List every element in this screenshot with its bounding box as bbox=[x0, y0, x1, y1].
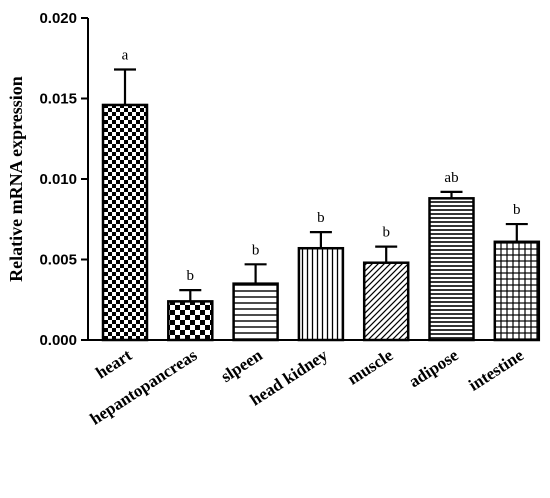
bar-slpeen bbox=[232, 282, 279, 342]
significance-label: b bbox=[187, 268, 195, 284]
y-axis-label: Relative mRNA expression bbox=[6, 76, 26, 282]
y-tick-label: 0.005 bbox=[39, 252, 77, 269]
significance-label: b bbox=[382, 225, 390, 241]
error-bar bbox=[179, 288, 202, 302]
y-tick-label: 0.000 bbox=[39, 332, 77, 349]
error-bar bbox=[375, 245, 398, 263]
y-tick-label: 0.020 bbox=[39, 10, 77, 27]
bar-head-kidney bbox=[297, 246, 345, 342]
error-bars bbox=[114, 68, 528, 302]
error-bar bbox=[440, 190, 463, 199]
x-tick-label: muscle bbox=[344, 345, 397, 388]
y-tick-label: 0.010 bbox=[39, 171, 77, 188]
x-tick-label: adipose bbox=[405, 345, 462, 391]
bar-hepantopancreas bbox=[167, 300, 214, 342]
bar-intestine bbox=[493, 240, 541, 342]
y-tick-label: 0.015 bbox=[39, 91, 77, 108]
error-bar bbox=[114, 68, 136, 105]
bar-heart bbox=[101, 103, 149, 342]
x-tick-label: intestine bbox=[465, 345, 527, 395]
error-bar bbox=[309, 231, 332, 249]
error-bar bbox=[244, 263, 267, 284]
bars bbox=[101, 103, 541, 342]
bar-muscle bbox=[362, 261, 410, 342]
x-tick-label: slpeen bbox=[217, 345, 266, 386]
error-bar bbox=[505, 222, 528, 242]
significance-label: b bbox=[513, 202, 521, 218]
significance-label: ab bbox=[444, 170, 458, 186]
significance-label: a bbox=[122, 48, 129, 64]
x-tick-label: heart bbox=[92, 345, 135, 382]
y-ticks: 0.000 0.005 0.010 0.015 0.020 bbox=[39, 10, 88, 349]
significance-label: b bbox=[252, 242, 260, 258]
x-tick-label: hepantopancreas bbox=[87, 345, 201, 428]
significance-label: b bbox=[317, 210, 325, 226]
bar-adipose bbox=[428, 197, 475, 342]
y-axis: 0.000 0.005 0.010 0.015 0.020 bbox=[39, 10, 89, 349]
